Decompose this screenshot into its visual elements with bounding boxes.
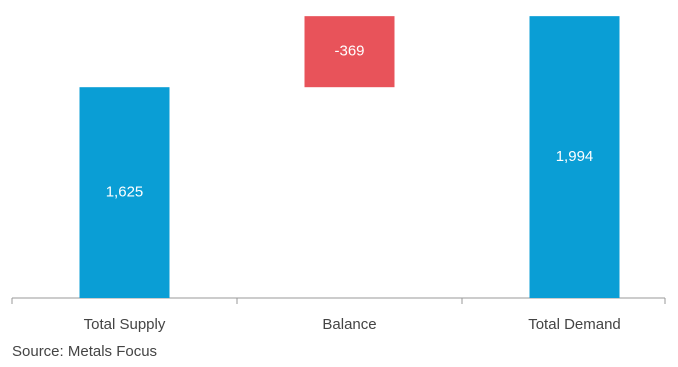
value-label: -369: [334, 43, 364, 60]
bar: [529, 16, 620, 299]
bar: [79, 87, 170, 298]
x-tick-label: Balance: [322, 316, 376, 333]
x-tick-label: Total Demand: [528, 316, 621, 333]
value-label: 1,625: [106, 184, 144, 201]
x-tick-label: Total Supply: [84, 316, 166, 333]
source-note: Source: Metals Focus: [12, 343, 157, 360]
value-label: 1,994: [556, 148, 594, 165]
bar: [304, 16, 395, 88]
